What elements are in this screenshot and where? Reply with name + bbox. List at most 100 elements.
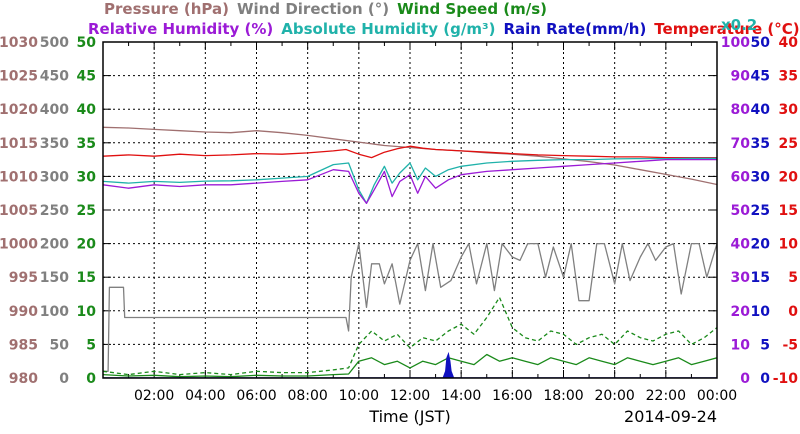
series-wind-speed-m-s-gust: [103, 296, 717, 376]
x-tick-label: 12:00: [390, 388, 430, 404]
y-tick-label-pressure: 1010: [0, 169, 38, 185]
y-tick-label-wind-direction: 450: [40, 69, 69, 85]
x-tick-label: 02:00: [134, 388, 174, 404]
legend-item: Pressure (hPa): [104, 0, 229, 18]
legend-row-1: Pressure (hPa) Wind Direction (°) Wind Spe…: [104, 0, 547, 18]
y-tick-label-wind-direction: 350: [40, 136, 69, 152]
legend-item: Relative Humidity (%): [88, 20, 273, 38]
series-wind-direction: [103, 242, 717, 372]
y-tick-label-humidity: 70: [731, 136, 751, 152]
y-tick-label-temperature: 15: [779, 203, 798, 219]
y-tick-label-pressure: 1030: [0, 35, 38, 51]
x-axis-label: Time (JST): [368, 407, 450, 426]
y-tick-label-wind-direction: 200: [40, 237, 69, 253]
y-tick-label-wind-speed: 25: [77, 203, 96, 219]
y-tick-label-humidity: 10: [731, 337, 751, 353]
y-tick-label-wind-speed: 45: [77, 69, 96, 85]
y-tick-label-temperature: -10: [773, 371, 799, 387]
y-tick-label-wind-direction: 500: [40, 35, 69, 51]
series-temperature-c: [103, 145, 717, 159]
axes: 02:00 04:00 06:00 08:00 10:00 12:00 14:00 16:00…: [0, 35, 798, 404]
x-tick-label: 22:00: [646, 388, 686, 404]
y-tick-label-wind-direction: 300: [40, 169, 69, 185]
grid: [103, 42, 717, 378]
y-tick-label-temperature: 0: [788, 304, 798, 320]
legend-item: Absolute Humidity (g/m³): [281, 20, 495, 38]
y-tick-label-rain-rate: 50: [751, 35, 771, 51]
chart-header: Pressure (hPa) Wind Direction (°) Wind Spe…: [88, 0, 800, 38]
y-tick-label-wind-direction: 400: [40, 102, 69, 118]
y-tick-label-rain-rate: 15: [751, 270, 770, 286]
y-tick-label-temperature: -5: [782, 337, 798, 353]
y-tick-label-wind-speed: 10: [77, 304, 97, 320]
y-tick-label-humidity: 60: [731, 169, 751, 185]
y-tick-label-rain-rate: 20: [751, 237, 771, 253]
legend-item: Wind Direction (°): [237, 0, 389, 18]
y-tick-label-wind-direction: 100: [40, 304, 69, 320]
y-tick-label-rain-rate: 25: [751, 203, 770, 219]
y-tick-label-temperature: 5: [788, 270, 798, 286]
y-tick-label-humidity: 20: [731, 304, 751, 320]
x-tick-label: 04:00: [185, 388, 225, 404]
legend-item: Temperature (°C): [654, 20, 799, 38]
y-tick-label-wind-speed: 30: [77, 169, 97, 185]
y-tick-label-wind-direction: 250: [40, 203, 69, 219]
y-tick-label-pressure: 985: [9, 337, 38, 353]
x-tick-label: 20:00: [594, 388, 634, 404]
y-tick-label-pressure: 995: [9, 270, 38, 286]
series-pressure-hpa: [103, 126, 717, 186]
y-tick-label-pressure: 980: [9, 371, 38, 387]
scale-note: x0.2: [721, 16, 757, 34]
series: [103, 126, 717, 378]
y-tick-label-rain-rate: 5: [760, 337, 770, 353]
y-tick-label-humidity: 80: [731, 102, 751, 118]
x-tick-label: 08:00: [287, 388, 327, 404]
y-tick-label-wind-direction: 50: [50, 337, 70, 353]
y-tick-label-wind-speed: 35: [77, 136, 96, 152]
y-tick-label-humidity: 100: [721, 35, 750, 51]
series-wind-speed-m-s-avg: [103, 353, 717, 378]
y-tick-label-wind-speed: 20: [77, 237, 97, 253]
y-tick-label-pressure: 1005: [0, 203, 38, 219]
y-tick-label-wind-speed: 5: [86, 337, 96, 353]
y-tick-label-wind-speed: 50: [77, 35, 97, 51]
legend-row-2: Relative Humidity (%) Absolute Humidity (…: [88, 20, 800, 38]
y-tick-label-humidity: 90: [731, 69, 751, 85]
y-tick-label-pressure: 1015: [0, 136, 38, 152]
x-tick-label: 16:00: [492, 388, 532, 404]
x-tick-label: 14:00: [441, 388, 481, 404]
y-tick-label-rain-rate: 10: [751, 304, 771, 320]
y-tick-label-pressure: 1020: [0, 102, 38, 118]
y-tick-label-temperature: 25: [779, 136, 798, 152]
y-tick-label-temperature: 10: [779, 237, 799, 253]
date-label: 2014-09-24: [624, 407, 717, 426]
y-tick-label-temperature: 30: [779, 102, 799, 118]
y-tick-label-pressure: 1025: [0, 69, 38, 85]
y-tick-label-humidity: 40: [731, 237, 751, 253]
series-absolute-humidity-g-m: [103, 157, 717, 204]
y-tick-label-rain-rate: 0: [760, 371, 770, 387]
y-tick-label-rain-rate: 45: [751, 69, 770, 85]
y-tick-label-wind-speed: 0: [86, 371, 96, 387]
y-tick-label-pressure: 1000: [0, 237, 38, 253]
x-tick-label: 18:00: [543, 388, 583, 404]
x-tick-label: 00:00: [697, 388, 737, 404]
y-tick-label-wind-speed: 40: [77, 102, 97, 118]
y-tick-label-humidity: 0: [740, 371, 750, 387]
y-tick-label-rain-rate: 35: [751, 136, 770, 152]
y-tick-label-temperature: 40: [779, 35, 799, 51]
legend-item: Rain Rate(mm/h): [503, 20, 646, 38]
series-rain-rate-mm-h: [103, 351, 717, 378]
x-tick-label: 06:00: [236, 388, 276, 404]
y-tick-label-temperature: 35: [779, 69, 798, 85]
y-tick-label-humidity: 50: [731, 203, 751, 219]
x-tick-label: 10:00: [339, 388, 379, 404]
y-tick-label-rain-rate: 40: [751, 102, 771, 118]
y-tick-label-wind-direction: 150: [40, 270, 69, 286]
series-relative-humidity: [103, 158, 717, 204]
y-tick-label-wind-direction: 0: [59, 371, 69, 387]
y-tick-label-temperature: 20: [779, 169, 799, 185]
y-tick-label-rain-rate: 30: [751, 169, 771, 185]
y-tick-label-pressure: 990: [9, 304, 38, 320]
